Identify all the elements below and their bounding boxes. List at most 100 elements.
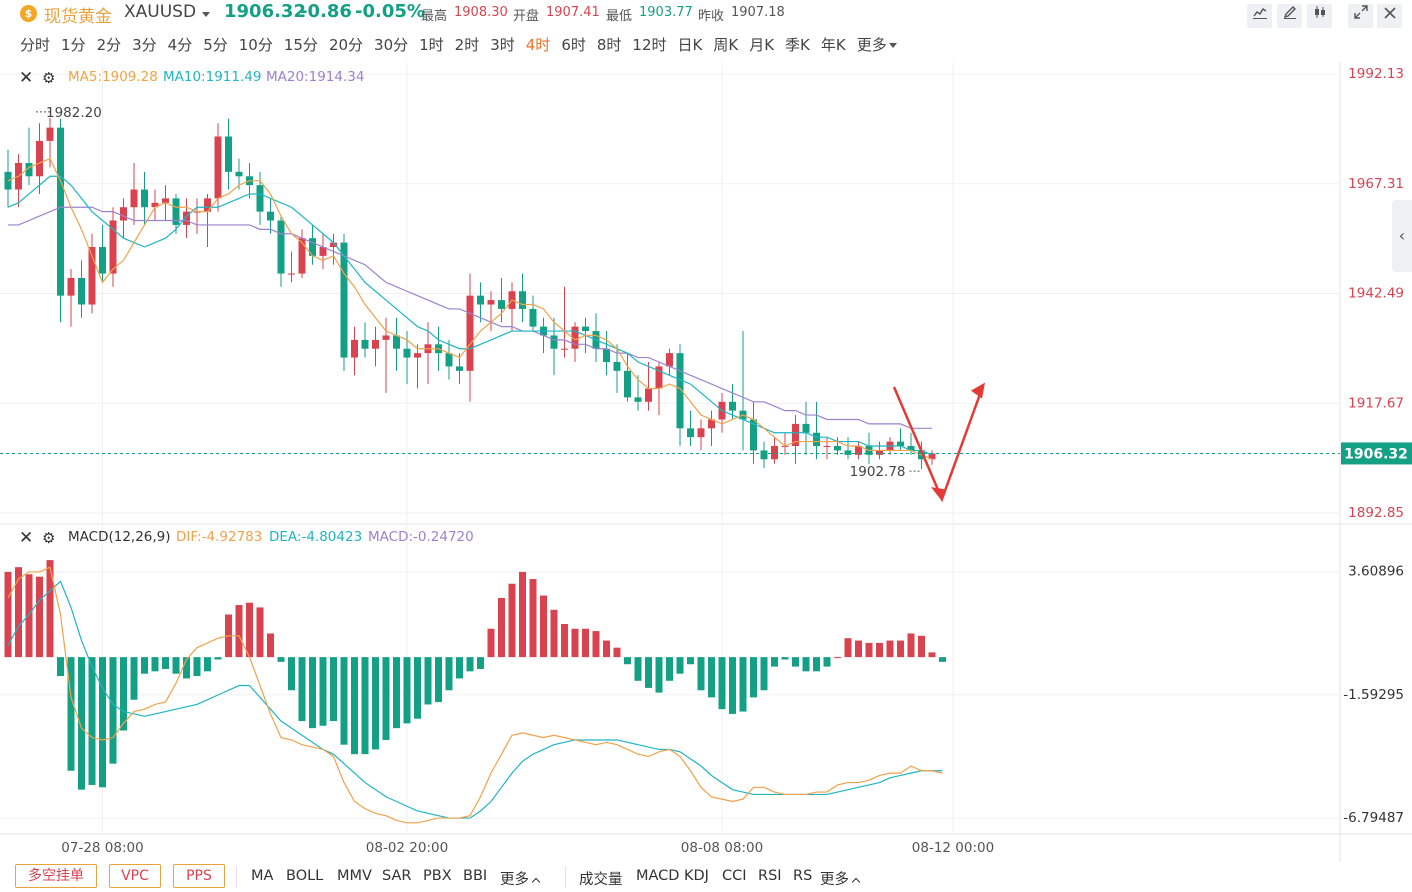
macd-bar bbox=[267, 633, 274, 658]
main-indicator-1[interactable]: BOLL bbox=[286, 868, 324, 884]
more-dropdown-icon[interactable] bbox=[888, 43, 897, 48]
period-tab-1[interactable]: 1分 bbox=[61, 36, 86, 54]
period-tab-7[interactable]: 15分 bbox=[283, 36, 318, 54]
macd-bar bbox=[414, 657, 421, 719]
macd-bar bbox=[876, 642, 883, 658]
sub-indicator-2[interactable]: KDJ bbox=[684, 868, 709, 884]
close-icon[interactable] bbox=[1377, 4, 1402, 28]
pps-button[interactable]: PPS bbox=[173, 864, 225, 888]
period-tab-13[interactable]: 4时 bbox=[525, 36, 551, 54]
time-axis-label: 08-02 20:00 bbox=[366, 840, 448, 856]
period-tab-10[interactable]: 1时 bbox=[419, 36, 444, 54]
period-tab-20[interactable]: 季K bbox=[785, 36, 810, 54]
sub-indicator-6[interactable]: 更多 bbox=[820, 868, 861, 889]
vpc-button[interactable]: VPC bbox=[109, 864, 161, 888]
macd-bar bbox=[25, 574, 33, 658]
symbol-name[interactable]: 现货黄金 bbox=[44, 7, 112, 27]
candle bbox=[708, 419, 715, 429]
period-tab-9[interactable]: 30分 bbox=[374, 36, 409, 54]
main-indicator-5[interactable]: BBI bbox=[463, 868, 488, 884]
candle bbox=[351, 339, 358, 358]
period-tab-6[interactable]: 10分 bbox=[238, 36, 273, 54]
candle bbox=[456, 366, 463, 371]
period-tab-22[interactable]: 更多 bbox=[857, 34, 897, 54]
macd-bar bbox=[15, 567, 22, 658]
time-axis-label: 08-08 08:00 bbox=[681, 840, 763, 856]
indicator-icon[interactable] bbox=[1247, 4, 1272, 28]
ma20-line bbox=[8, 206, 932, 429]
macd-axis-tick: -1.59295 bbox=[1343, 687, 1404, 703]
macd-bar bbox=[141, 657, 148, 674]
period-tab-8[interactable]: 20分 bbox=[328, 36, 364, 54]
macd-bar bbox=[435, 657, 442, 703]
main-indicator-0[interactable]: MA bbox=[251, 868, 274, 884]
period-tab-18[interactable]: 周K bbox=[713, 36, 739, 54]
macd-bar bbox=[340, 657, 348, 745]
macd-bar bbox=[603, 640, 610, 658]
macd-bar bbox=[487, 628, 495, 658]
dea-legend: DEA:-4.80423 bbox=[269, 529, 363, 545]
macd-bar bbox=[844, 638, 852, 658]
candle bbox=[771, 446, 778, 460]
period-tab-3[interactable]: 3分 bbox=[132, 36, 157, 54]
period-tab-0[interactable]: 分时 bbox=[20, 36, 51, 54]
candle bbox=[67, 277, 75, 296]
macd-bar bbox=[813, 657, 820, 672]
long-short-orders-button[interactable]: 多空挂单 bbox=[15, 864, 97, 888]
expand-up-icon[interactable] bbox=[851, 877, 861, 887]
gold-coin-icon: $ bbox=[20, 5, 37, 22]
main-indicator-6[interactable]: 更多 bbox=[500, 868, 541, 889]
macd-bar bbox=[277, 657, 285, 662]
period-tab-15[interactable]: 8时 bbox=[596, 36, 622, 54]
kline-chart[interactable]: 1992.13 1967.31 1942.49 1917.67 1892.85 3.608… bbox=[0, 62, 1412, 862]
arrow-head-up bbox=[971, 382, 985, 399]
symbol-code[interactable]: XAUUSD bbox=[124, 2, 197, 22]
sub-indicator-0[interactable]: 成交量 bbox=[579, 872, 623, 888]
candle bbox=[309, 238, 316, 256]
sub-indicator-4[interactable]: RSI bbox=[758, 868, 782, 884]
side-panel-toggle-icon[interactable]: ‹ bbox=[1392, 200, 1412, 272]
macd-bar bbox=[78, 657, 85, 790]
period-tab-17[interactable]: 日K bbox=[677, 36, 703, 54]
ma10-line bbox=[7, 175, 933, 456]
candle bbox=[666, 353, 673, 367]
period-bar: 分时 1分 2分 3分 4分 5分 10分 15分 20分 30分 1时 2时 3时 4时 6时 8时 12时日… bbox=[20, 34, 908, 54]
ma5-line bbox=[7, 157, 933, 460]
period-tab-2[interactable]: 2分 bbox=[96, 36, 122, 54]
main-settings-gear-icon[interactable]: ⚙ bbox=[42, 69, 56, 87]
candle bbox=[414, 353, 421, 358]
macd-bar bbox=[939, 657, 946, 662]
sub-indicator-1[interactable]: MACD bbox=[636, 868, 680, 884]
period-tab-4[interactable]: 4分 bbox=[167, 36, 193, 54]
sub-indicator-3[interactable]: CCI bbox=[722, 868, 747, 884]
period-tab-16[interactable]: 12时 bbox=[632, 36, 667, 54]
fullscreen-icon[interactable] bbox=[1348, 4, 1373, 28]
period-tab-12[interactable]: 3时 bbox=[490, 36, 515, 54]
macd-bar bbox=[204, 657, 211, 672]
expand-up-icon[interactable] bbox=[531, 877, 541, 887]
main-indicator-2[interactable]: MMV bbox=[337, 868, 372, 884]
macd-bar bbox=[802, 657, 810, 672]
candle-icon[interactable] bbox=[1307, 4, 1332, 28]
period-tab-5[interactable]: 5分 bbox=[203, 36, 228, 54]
period-tab-14[interactable]: 6时 bbox=[561, 36, 586, 54]
main-indicator-3[interactable]: SAR bbox=[382, 868, 412, 884]
sub-indicator-5[interactable]: RS bbox=[793, 868, 813, 884]
candle bbox=[466, 295, 474, 371]
macd-bar bbox=[897, 640, 904, 658]
period-tab-11[interactable]: 2时 bbox=[454, 36, 480, 54]
draw-icon[interactable] bbox=[1277, 4, 1302, 28]
main-indicator-4[interactable]: PBX bbox=[423, 868, 452, 884]
symbol-dropdown-icon[interactable] bbox=[202, 12, 210, 17]
close-main-indicator-icon[interactable]: ✕ bbox=[19, 68, 34, 88]
sub-settings-gear-icon[interactable]: ⚙ bbox=[42, 529, 56, 547]
candle bbox=[561, 348, 568, 350]
period-tab-19[interactable]: 月K bbox=[749, 36, 775, 54]
macd-bar bbox=[687, 657, 694, 665]
candle bbox=[130, 189, 138, 208]
close-sub-indicator-icon[interactable]: ✕ bbox=[19, 528, 34, 548]
candle bbox=[802, 423, 810, 433]
candle bbox=[204, 198, 211, 212]
macd-bar bbox=[256, 607, 264, 658]
period-tab-21[interactable]: 年K bbox=[820, 36, 846, 54]
